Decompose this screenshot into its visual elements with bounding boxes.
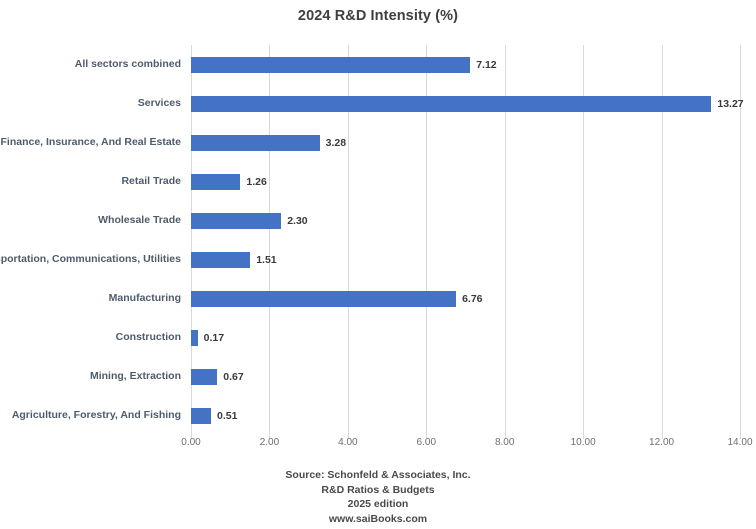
x-axis-tick-label: 0.00 bbox=[181, 437, 201, 448]
bar-row[interactable]: 2.30 bbox=[191, 201, 740, 240]
y-axis-category-label: All sectors combined bbox=[74, 58, 181, 70]
footer-website-line: www.saiBooks.com bbox=[328, 512, 428, 525]
bar-row[interactable]: 0.17 bbox=[191, 318, 740, 357]
y-axis-category-label: Retail Trade bbox=[121, 175, 181, 187]
gridline bbox=[347, 45, 349, 439]
bar-row[interactable]: 6.76 bbox=[191, 279, 740, 318]
bar[interactable] bbox=[191, 173, 241, 190]
bar-value-label: 13.27 bbox=[717, 97, 744, 110]
gridline bbox=[269, 45, 271, 439]
bar[interactable] bbox=[191, 95, 712, 112]
y-axis-category-label: Manufacturing bbox=[108, 292, 181, 304]
y-axis-category-label: Agriculture, Forestry, And Fishing bbox=[11, 409, 181, 421]
gridline bbox=[661, 45, 663, 439]
gridline bbox=[191, 45, 192, 439]
bar[interactable] bbox=[191, 329, 198, 346]
footer-publication-line: R&D Ratios & Budgets bbox=[321, 483, 435, 496]
bar-value-label: 2.30 bbox=[287, 214, 308, 227]
footer-edition-line: 2025 edition bbox=[347, 498, 409, 510]
bar-row[interactable]: 1.51 bbox=[191, 240, 740, 279]
bar-row[interactable]: 7.12 bbox=[191, 45, 740, 84]
y-axis-category-label: Services bbox=[137, 97, 181, 109]
gridline bbox=[583, 45, 585, 439]
bar-value-label: 3.28 bbox=[325, 136, 347, 149]
bar[interactable] bbox=[191, 368, 218, 385]
bar-value-label: 0.51 bbox=[216, 409, 238, 422]
bar[interactable] bbox=[191, 407, 211, 424]
y-axis-category-label: Finance, Insurance, And Real Estate bbox=[0, 136, 182, 148]
bar[interactable] bbox=[191, 134, 320, 151]
gridline bbox=[504, 45, 506, 439]
gridline bbox=[426, 45, 428, 439]
x-axis-tick-label: 12.00 bbox=[649, 437, 675, 448]
bar-value-label: 0.17 bbox=[203, 331, 225, 344]
bar-value-label: 6.76 bbox=[462, 292, 483, 305]
y-axis-category-labels: All sectors combined Services Finance, Ins… bbox=[0, 45, 186, 433]
bar-row[interactable]: 13.27 bbox=[191, 84, 744, 123]
x-axis-tick-label: 14.00 bbox=[727, 437, 753, 448]
y-axis-category-label: Transportation, Communications, Utilitie… bbox=[0, 253, 181, 265]
bar-value-label: 0.67 bbox=[223, 370, 244, 383]
bar[interactable] bbox=[191, 212, 282, 229]
x-axis-tick-label: 10.00 bbox=[570, 437, 596, 448]
chart-title: 2024 R&D Intensity (%) bbox=[297, 8, 459, 24]
bar-row[interactable]: 3.28 bbox=[191, 123, 740, 162]
plot-area: 7.12 13.27 3.28 1.26 2.30 1.51 6.76 0.17 0.67 0.5… bbox=[191, 45, 744, 439]
bar-row[interactable]: 0.51 bbox=[191, 396, 740, 435]
bar[interactable] bbox=[191, 56, 471, 73]
footer-source-line: Source: Schonfeld & Associates, Inc. bbox=[285, 469, 471, 481]
bar-value-label: 1.51 bbox=[256, 253, 277, 266]
x-axis-tick-label: 8.00 bbox=[494, 437, 515, 448]
bar-value-label: 7.12 bbox=[476, 58, 497, 71]
bar-row[interactable]: 0.67 bbox=[191, 357, 740, 396]
gridline bbox=[740, 45, 741, 439]
x-axis-tick-label: 4.00 bbox=[338, 437, 358, 448]
bar-row[interactable]: 1.26 bbox=[191, 162, 740, 201]
chart-footer: Source: Schonfeld & Associates, Inc. R&D… bbox=[0, 468, 756, 526]
bar[interactable] bbox=[191, 290, 457, 307]
x-axis-tick-label: 6.00 bbox=[416, 437, 437, 448]
y-axis-category-label: Wholesale Trade bbox=[98, 214, 181, 226]
bar-value-label: 1.26 bbox=[246, 175, 267, 188]
x-axis-tick-label: 2.00 bbox=[259, 437, 280, 448]
y-axis-category-label: Construction bbox=[115, 331, 181, 343]
y-axis-category-label: Mining, Extraction bbox=[89, 370, 181, 382]
bar[interactable] bbox=[191, 251, 251, 268]
